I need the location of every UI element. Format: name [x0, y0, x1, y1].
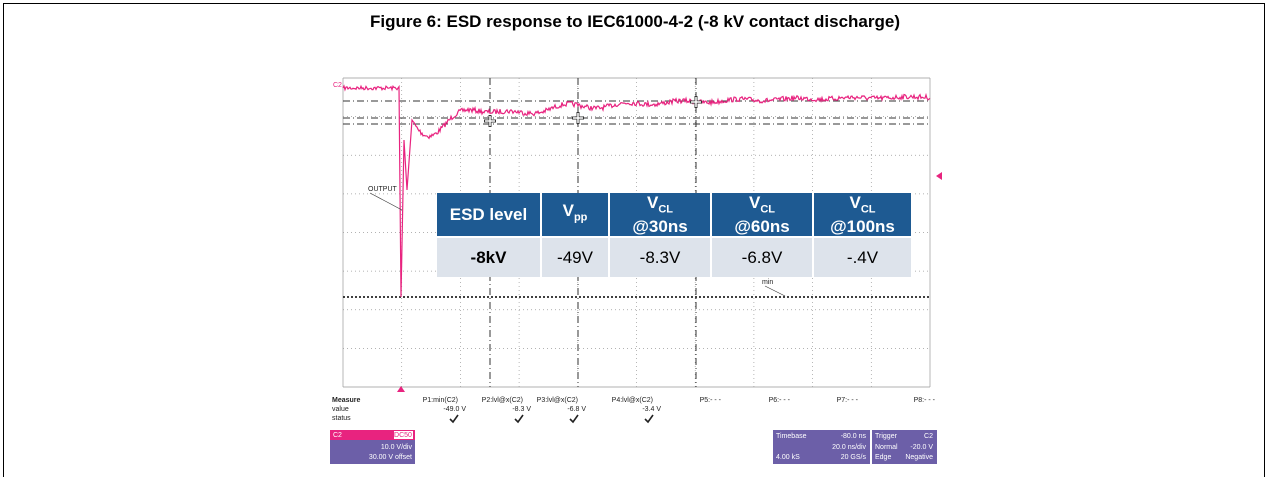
channel-offset: 30.00 V offset: [369, 454, 412, 461]
header-text: V: [849, 193, 860, 212]
measure-value: -8.3 V: [512, 406, 531, 413]
measure-param: P3:lvl@x(C2): [537, 397, 578, 404]
measure-value: -49.0 V: [443, 406, 466, 413]
header-line2: @60ns: [734, 217, 789, 236]
timebase-samples: 4.00 kS: [776, 454, 800, 461]
header-cell: ESD level: [437, 193, 541, 237]
header-text: V: [647, 193, 658, 212]
header-subscript: pp: [574, 212, 587, 224]
channel-marker: C2: [333, 82, 342, 89]
measure-row-label: status: [332, 415, 351, 422]
table-cell: -8.3V: [609, 237, 711, 277]
header-cell: VCL @60ns: [711, 193, 813, 237]
header-subscript: CL: [760, 203, 775, 215]
measure-param: P7:- - -: [837, 397, 859, 404]
trace-label: OUTPUT: [368, 186, 398, 193]
header-cell: VCL @30ns: [609, 193, 711, 237]
measure-param: P8:- - -: [914, 397, 936, 404]
table-cell: -.4V: [813, 237, 912, 277]
measure-param: P6:- - -: [769, 397, 791, 404]
measure-param: P2:lvl@x(C2): [482, 397, 523, 404]
measure-param: P4:lvl@x(C2): [612, 397, 653, 404]
channel-name: C2: [333, 432, 342, 439]
measure-param: P5:- - -: [700, 397, 722, 404]
measure-row-label: Measure: [332, 397, 361, 404]
timebase-delay: -80.0 ns: [841, 433, 867, 440]
trigger-type: Edge: [875, 454, 891, 461]
cursor-label: min: [762, 279, 773, 286]
trigger-mode: Normal: [875, 444, 898, 451]
header-line2: @100ns: [830, 217, 895, 236]
table-row: -8kV-49V-8.3V-6.8V-.4V: [437, 237, 912, 277]
header-line2: @30ns: [632, 217, 687, 236]
header-text: V: [749, 193, 760, 212]
measure-row-label: value: [332, 406, 349, 413]
timebase-label: Timebase: [776, 433, 807, 440]
table-cell: -8kV: [437, 237, 541, 277]
header-cell: Vpp: [541, 193, 609, 237]
header-subscript: CL: [658, 203, 673, 215]
channel-coupling: DC50: [394, 432, 412, 439]
measure-param: P1:min(C2): [423, 397, 458, 404]
table-cell: -6.8V: [711, 237, 813, 277]
header-text: V: [563, 201, 574, 220]
header-subscript: CL: [861, 203, 876, 215]
trigger-source: C2: [924, 433, 933, 440]
header-cell: VCL @100ns: [813, 193, 912, 237]
trigger-slope: Negative: [905, 454, 933, 461]
timebase-rate: 20 GS/s: [841, 454, 867, 461]
timebase-tdiv: 20.0 ns/div: [832, 444, 866, 451]
header-text: ESD level: [450, 205, 528, 224]
trigger-label: Trigger: [875, 433, 898, 440]
channel-vdiv: 10.0 V/div: [381, 444, 413, 451]
trigger-level: -20.0 V: [910, 444, 933, 451]
measure-value: -6.8 V: [567, 406, 586, 413]
table-cell: -49V: [541, 237, 609, 277]
page: Figure 6: ESD response to IEC61000-4-2 (…: [0, 0, 1270, 477]
measure-value: -3.4 V: [642, 406, 661, 413]
